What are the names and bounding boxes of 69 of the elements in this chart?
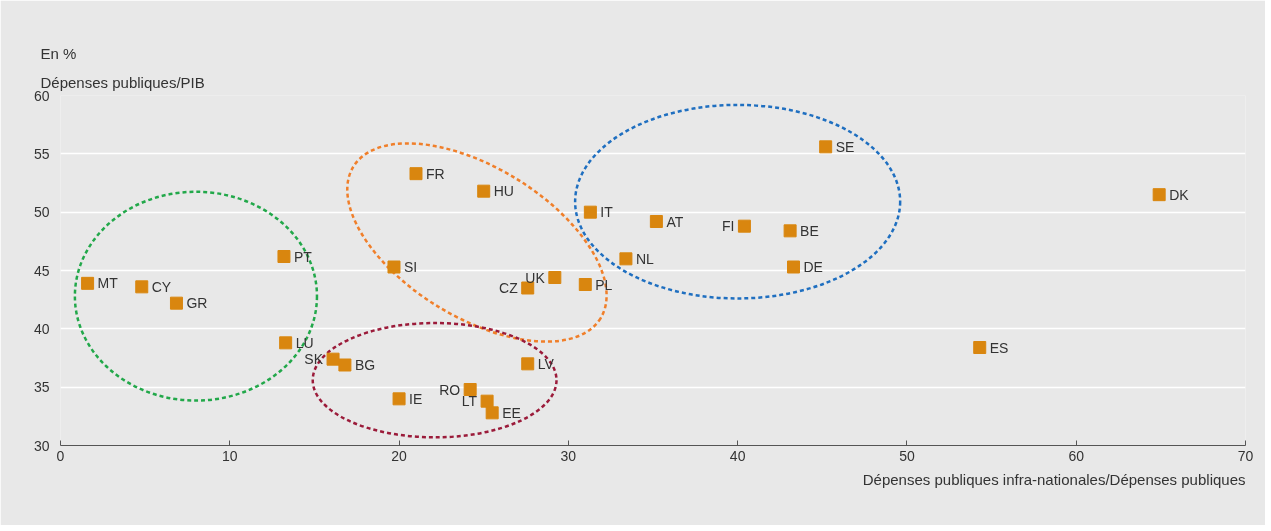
- annotation: EE: [502, 404, 521, 421]
- annotation: LV: [537, 355, 555, 372]
- annotation: FR: [426, 165, 445, 182]
- point: [583, 205, 597, 219]
- y-tick-label: 35: [33, 379, 50, 396]
- annotation: CZ: [499, 280, 519, 296]
- point: [578, 278, 592, 291]
- x-tick-label: 50: [899, 447, 915, 464]
- point: [521, 357, 535, 371]
- x-tick-label: 30: [560, 447, 577, 464]
- annotation: FI: [721, 218, 735, 235]
- x-tick-label: 40: [729, 447, 746, 464]
- annotation: ES: [989, 339, 1009, 356]
- point: [973, 341, 987, 354]
- x-tick-label: 10: [222, 447, 238, 464]
- annotation: BE: [800, 222, 819, 239]
- point: [81, 276, 95, 290]
- annotation: AT: [666, 213, 684, 230]
- x-axis-title: Dépenses publiques infra-nationales/Dépenses publiques: [862, 470, 1246, 488]
- point: [135, 280, 149, 294]
- point: [819, 140, 833, 154]
- annotation: IT: [600, 204, 614, 221]
- point: [619, 252, 633, 266]
- point: [463, 383, 477, 396]
- annotation: SE: [835, 138, 855, 155]
- point: [169, 296, 183, 310]
- point: [521, 281, 535, 295]
- x-tick-label: 60: [1068, 447, 1085, 464]
- annotation: SK: [304, 351, 324, 368]
- annotation: HU: [493, 183, 514, 200]
- annotation: DE: [803, 259, 823, 275]
- annotation: CY: [151, 278, 172, 295]
- point: [277, 250, 291, 263]
- y-tick-label: 40: [33, 320, 50, 337]
- annotation: SI: [403, 259, 418, 275]
- y-tick-label: 45: [33, 262, 50, 279]
- point: [480, 394, 494, 408]
- point: [279, 336, 293, 350]
- point: [485, 406, 499, 420]
- point: [787, 260, 801, 274]
- annotation: PL: [595, 276, 613, 293]
- annotation: DK: [1169, 186, 1190, 203]
- annotation: RO: [439, 381, 461, 398]
- point: [326, 352, 340, 366]
- annotation: IE: [409, 390, 423, 407]
- annotation: BG: [354, 357, 376, 373]
- point: [392, 392, 406, 406]
- annotation: UK: [525, 269, 546, 286]
- annotation: PT: [293, 248, 313, 265]
- annotation: GR: [186, 295, 208, 312]
- point: [1152, 188, 1166, 202]
- x-tick-label: 20: [391, 447, 408, 464]
- x-tick-label: 0: [56, 447, 65, 464]
- point: [338, 358, 352, 372]
- point: [737, 219, 751, 233]
- point: [387, 260, 401, 274]
- point: [409, 167, 423, 181]
- y-tick-label: 50: [33, 204, 50, 221]
- annotation: LT: [461, 393, 478, 410]
- point: [649, 215, 663, 228]
- annotation: LU: [295, 334, 314, 351]
- chart-title: En %: [40, 44, 77, 62]
- annotation: NL: [635, 250, 655, 267]
- y-tick-label: 55: [33, 145, 50, 162]
- x-tick-label: 70: [1237, 447, 1254, 464]
- point: [477, 184, 491, 198]
- annotation: MT: [97, 275, 119, 292]
- point: [548, 271, 562, 284]
- point: [783, 224, 797, 238]
